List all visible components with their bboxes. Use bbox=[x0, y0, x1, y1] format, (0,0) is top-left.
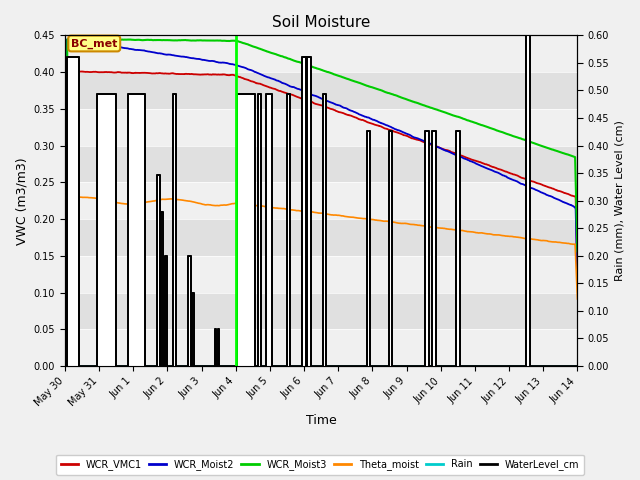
Bar bbox=[65, 145, 577, 182]
Bar bbox=[65, 72, 577, 109]
Title: Soil Moisture: Soil Moisture bbox=[272, 15, 371, 30]
Bar bbox=[65, 182, 577, 219]
X-axis label: Time: Time bbox=[306, 414, 337, 427]
Bar bbox=[65, 36, 577, 72]
Text: BC_met: BC_met bbox=[71, 38, 117, 48]
Bar bbox=[65, 256, 577, 293]
Bar bbox=[65, 329, 577, 366]
Y-axis label: VWC (m3/m3): VWC (m3/m3) bbox=[15, 157, 28, 244]
Legend: WCR_VMC1, WCR_Moist2, WCR_Moist3, Theta_moist, Rain, WaterLevel_cm: WCR_VMC1, WCR_Moist2, WCR_Moist3, Theta_… bbox=[56, 455, 584, 475]
Bar bbox=[65, 293, 577, 329]
Bar bbox=[65, 219, 577, 256]
Y-axis label: Rain (mm), Water Level (cm): Rain (mm), Water Level (cm) bbox=[615, 120, 625, 281]
Bar bbox=[65, 109, 577, 145]
